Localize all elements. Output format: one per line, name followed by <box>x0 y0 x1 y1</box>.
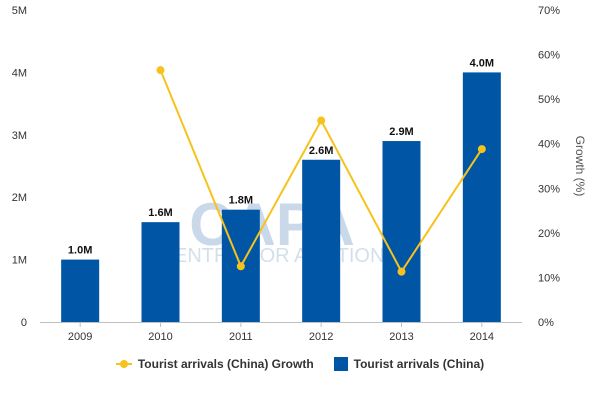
bar-data-label: 1.6M <box>148 207 172 219</box>
bar[interactable] <box>462 72 501 323</box>
x-tick-label: 2009 <box>68 331 92 343</box>
y-right-axis-title: Growth (%) <box>573 136 587 197</box>
watermark-subtitle: CENTRE FOR AVIATION <box>160 245 385 267</box>
x-tick-label: 2013 <box>389 331 413 343</box>
legend-label-growth: Tourist arrivals (China) Growth <box>137 357 314 371</box>
line-marker-icon <box>115 359 132 369</box>
watermark: CAPA CENTRE FOR AVIATION <box>160 191 385 267</box>
legend-label-arrivals: Tourist arrivals (China) <box>353 357 485 371</box>
bar[interactable] <box>302 159 341 322</box>
y-left-tick-label: 3M <box>12 130 27 142</box>
y-left-tick-label: 2M <box>12 192 27 204</box>
line-layer <box>156 66 486 276</box>
growth-point[interactable] <box>156 66 165 75</box>
labels-layer: 1.0M 1.6M 1.8M 2.6M 2.9M 4.0M <box>68 57 494 256</box>
x-tick-label: 2010 <box>148 331 172 343</box>
legend-item-growth[interactable]: Tourist arrivals (China) Growth <box>115 357 314 371</box>
bar[interactable] <box>141 222 180 322</box>
y-right-tick-label: 60% <box>538 50 560 62</box>
growth-point[interactable] <box>397 267 406 276</box>
y-left-tick-label: 4M <box>12 67 27 79</box>
y-left-tick-label: 5M <box>12 5 27 17</box>
x-tick-label: 2012 <box>309 331 333 343</box>
y-right-tick-label: 30% <box>538 183 560 195</box>
bar-data-label: 2.6M <box>309 145 333 157</box>
y-right-tick-label: 0% <box>538 317 554 329</box>
y-left-tick-label: 1M <box>12 255 27 267</box>
y-right-tick-label: 70% <box>538 5 560 17</box>
y-left-tick-label: 0 <box>21 317 27 329</box>
growth-point[interactable] <box>317 116 326 125</box>
bar-data-label: 1.8M <box>229 195 253 207</box>
y-right-tick-label: 10% <box>538 272 560 284</box>
bar[interactable] <box>61 259 100 322</box>
bar-data-label: 2.9M <box>389 126 413 138</box>
y-right-tick-label: 50% <box>538 94 560 106</box>
legend: Tourist arrivals (China) Growth Tourist … <box>0 357 600 371</box>
x-tick-label: 2011 <box>229 331 253 343</box>
bar-swatch-icon <box>333 357 348 371</box>
bar[interactable] <box>382 141 421 322</box>
axis-layer: 0 1M 2M 3M 4M 5M 0% 10% 20% 30% 40% 50% 60% 70% 2009 20… <box>12 5 561 343</box>
growth-point[interactable] <box>477 145 486 154</box>
y-right-tick-label: 40% <box>538 139 560 151</box>
bar-data-label: 1.0M <box>68 245 92 257</box>
y-right-tick-label: 20% <box>538 228 560 240</box>
bars-layer <box>61 72 501 323</box>
x-tick-label: 2014 <box>470 331 494 343</box>
bar-data-label: 4.0M <box>470 57 494 69</box>
growth-point[interactable] <box>236 262 245 271</box>
legend-item-arrivals[interactable]: Tourist arrivals (China) <box>333 357 485 371</box>
